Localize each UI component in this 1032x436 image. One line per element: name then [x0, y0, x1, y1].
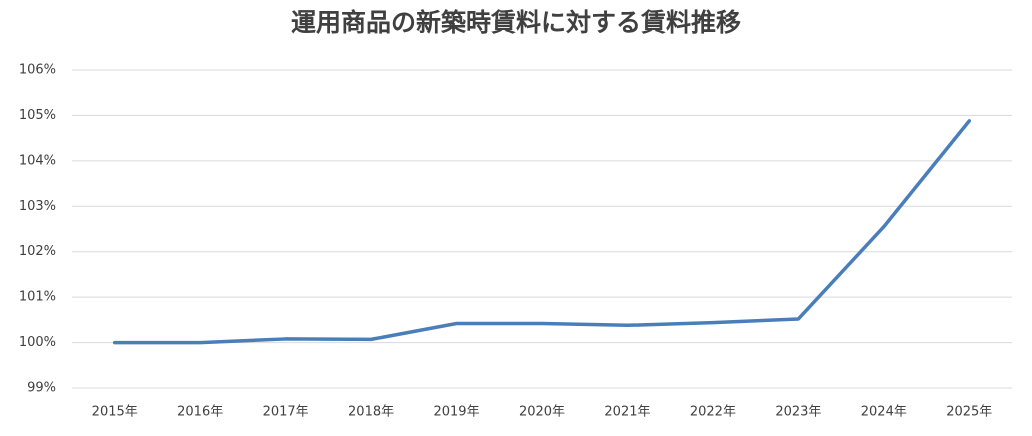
- line-series: [112, 119, 972, 345]
- x-tick-label: 2016年: [177, 405, 223, 420]
- y-tick-label: 101%: [19, 290, 56, 305]
- y-tick-label: 103%: [19, 199, 56, 214]
- x-tick-label: 2021年: [604, 405, 650, 420]
- x-tick-label: 2018年: [348, 405, 394, 420]
- y-tick-label: 99%: [27, 381, 56, 396]
- x-tick-label: 2015年: [92, 405, 138, 420]
- y-tick-label: 102%: [19, 244, 56, 259]
- x-tick-label: 2022年: [690, 405, 736, 420]
- x-tick-label: 2023年: [775, 405, 821, 420]
- chart-title: 運用商品の新築時賃料に対する賃料推移: [291, 8, 741, 37]
- x-tick-label: 2017年: [263, 405, 309, 420]
- x-tick-label: 2025年: [946, 405, 992, 420]
- x-tick-label: 2024年: [861, 405, 907, 420]
- y-tick-label: 106%: [19, 63, 56, 78]
- y-tick-label: 104%: [19, 153, 56, 168]
- x-tick-label: 2019年: [433, 405, 479, 420]
- x-tick-label: 2020年: [519, 405, 565, 420]
- y-tick-label: 100%: [19, 335, 56, 350]
- y-tick-label: 105%: [19, 108, 56, 123]
